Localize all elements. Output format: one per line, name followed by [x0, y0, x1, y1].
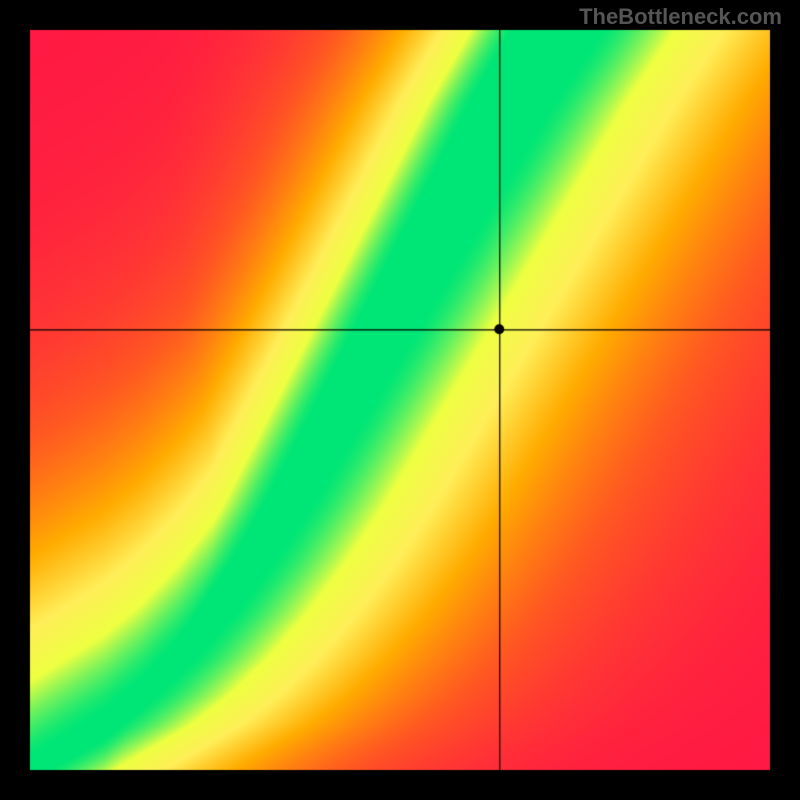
watermark-text: TheBottleneck.com — [579, 4, 782, 30]
bottleneck-heatmap — [0, 0, 800, 800]
chart-container: TheBottleneck.com — [0, 0, 800, 800]
